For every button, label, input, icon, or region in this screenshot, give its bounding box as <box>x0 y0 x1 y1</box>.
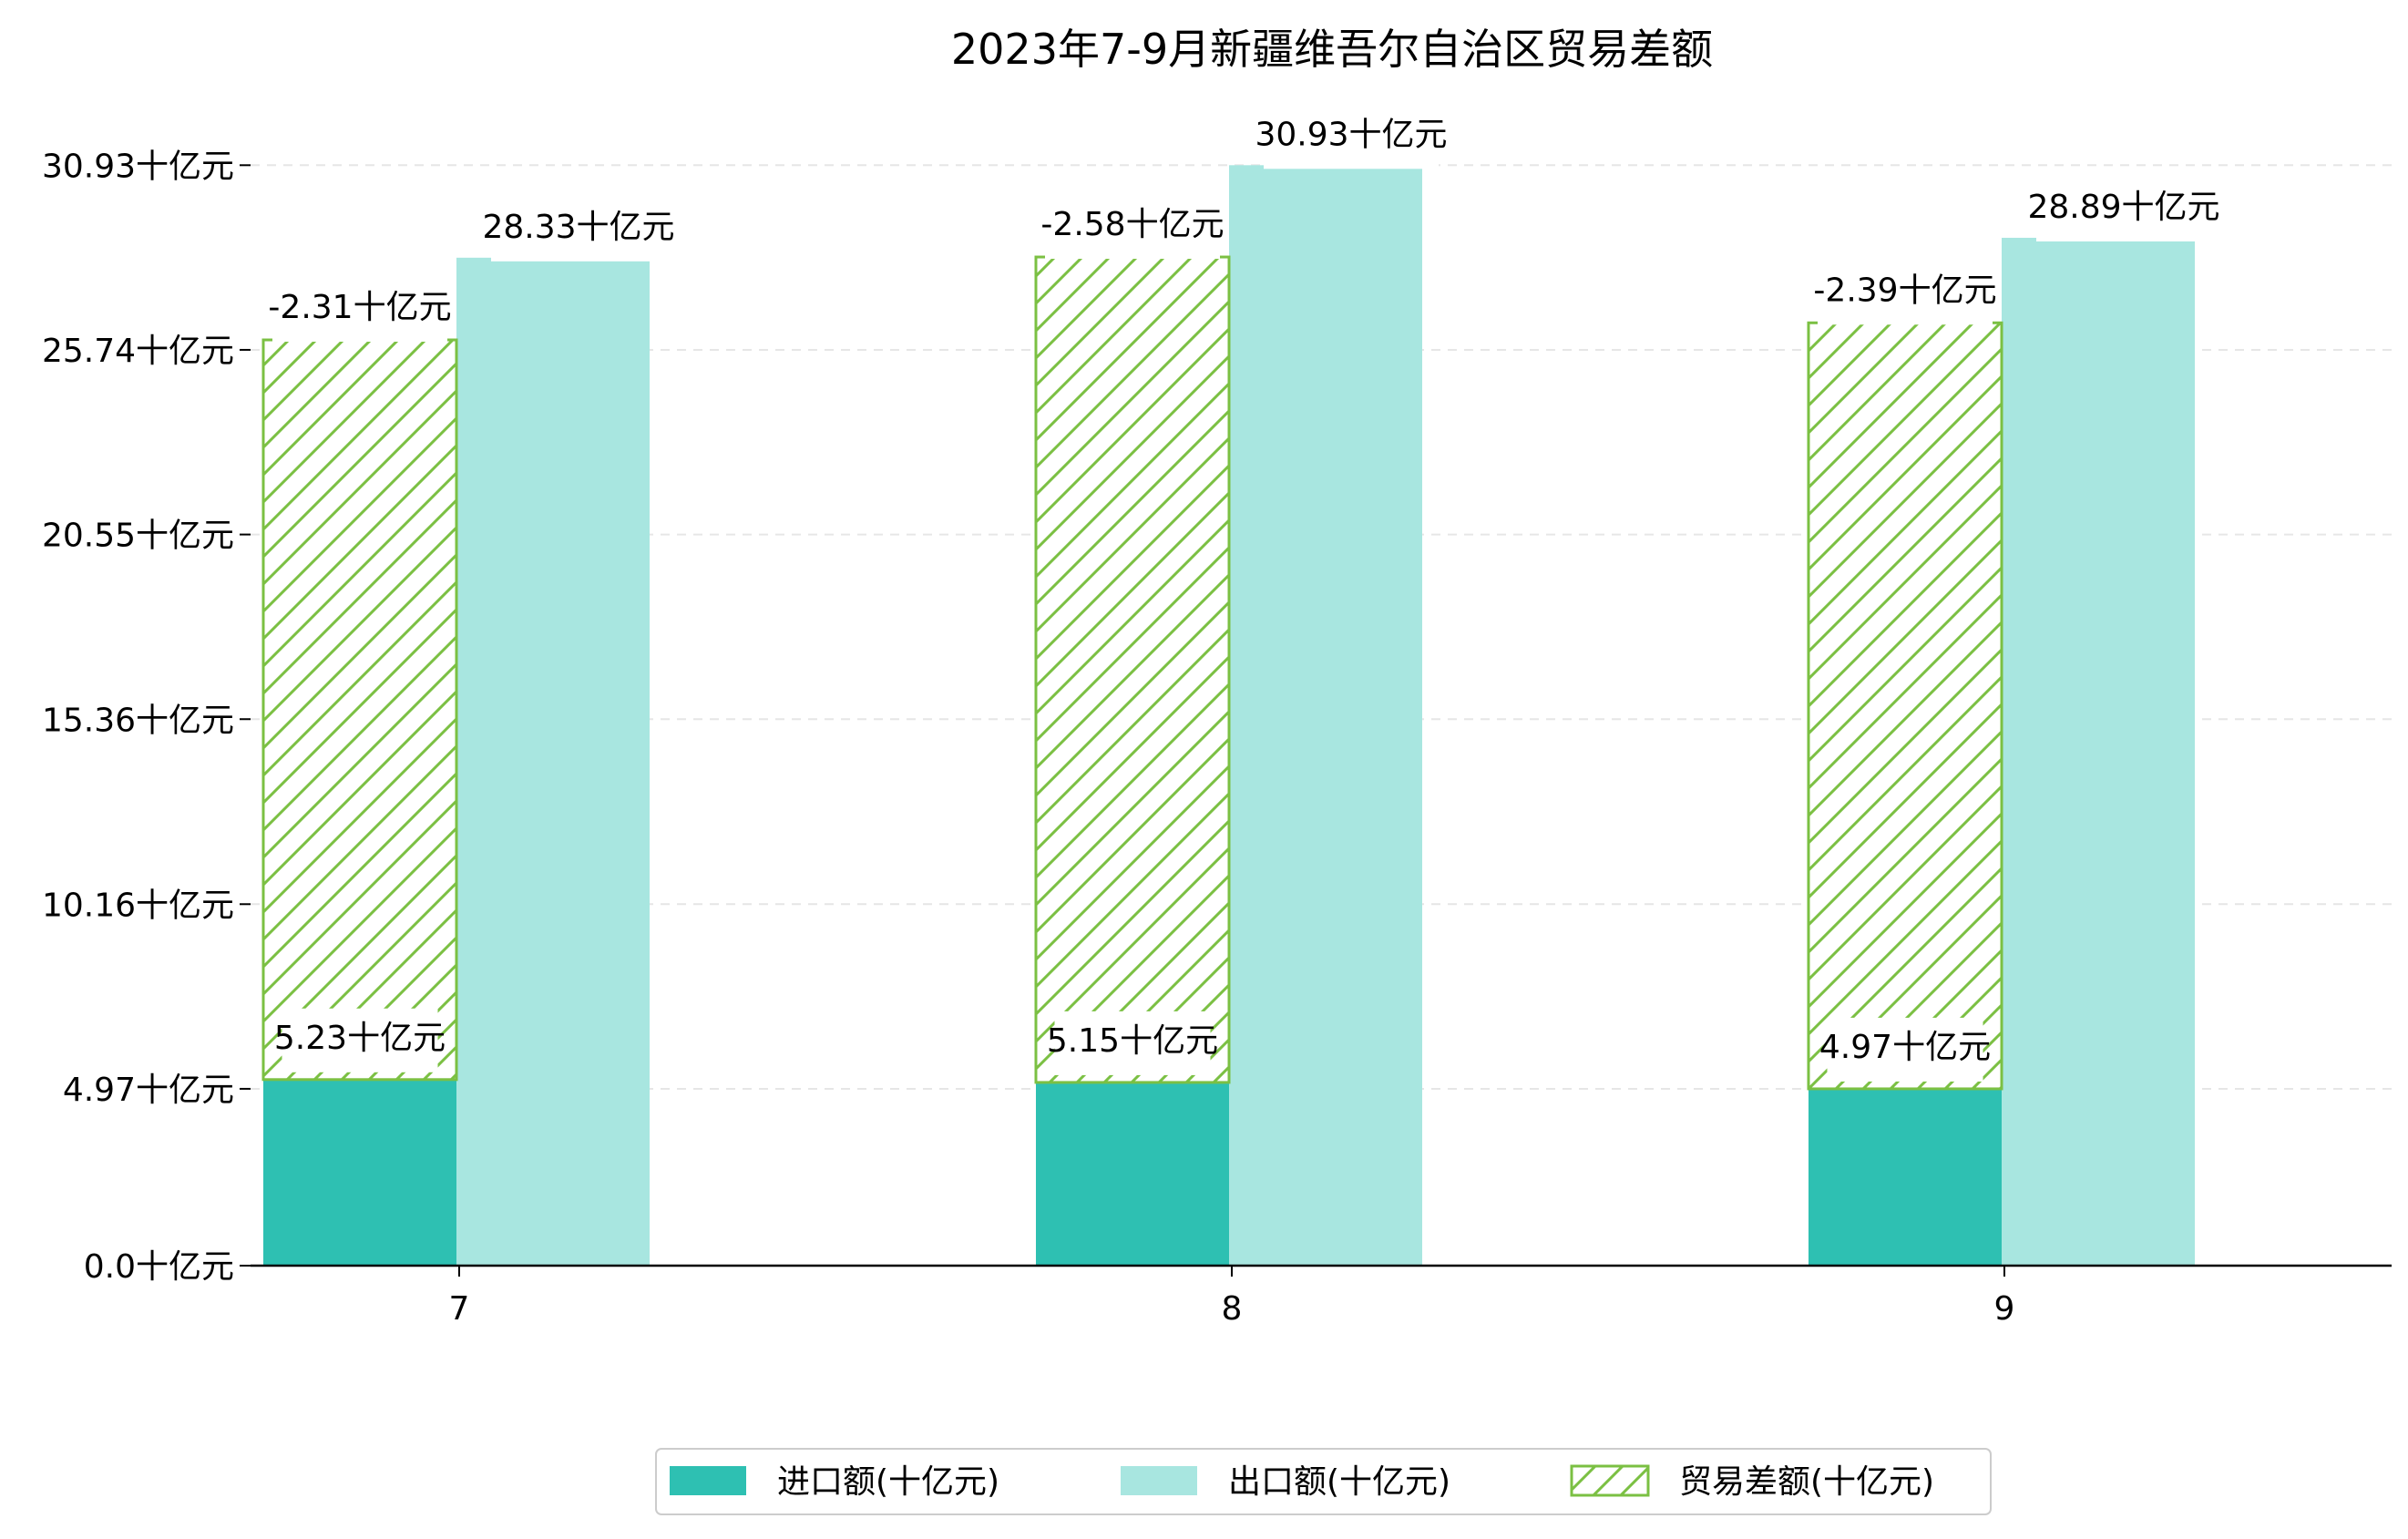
y-tick-label: 15.36十亿元 <box>42 702 234 739</box>
chart-title: 2023年7-9月新疆维吾尔自治区贸易差额 <box>951 25 1713 74</box>
import-value-label: 4.97十亿元 <box>1819 1017 1991 1082</box>
data-label-background <box>1054 1011 1211 1075</box>
data-label: 30.93十亿元 <box>1255 116 1447 153</box>
data-label-background <box>1827 1017 1983 1082</box>
export-value-label: 28.33十亿元 <box>482 197 675 262</box>
data-label-background <box>1045 195 1220 260</box>
import-value-label: 5.15十亿元 <box>1047 1011 1218 1075</box>
x-tick-label: 9 <box>1994 1290 2015 1328</box>
data-label-background <box>1818 261 1993 325</box>
axes: 0.0十亿元 4.97十亿元 10.16十亿元 15.36十亿元 20.55十亿元 25.… <box>42 148 2392 1328</box>
legend-item: 贸易差额(十亿元) <box>1570 1463 1934 1501</box>
data-label: 5.23十亿元 <box>274 1020 446 1057</box>
data-label: 4.97十亿元 <box>1819 1029 1991 1066</box>
data-label-background <box>282 1008 438 1072</box>
y-tick-label: 25.74十亿元 <box>42 333 234 370</box>
x-tick-label: 8 <box>1222 1290 1243 1328</box>
export-bar <box>2002 237 2195 1267</box>
legend-label: 出口额(十亿元) <box>1228 1463 1450 1501</box>
trade-balance-bar <box>261 338 458 1082</box>
trade-balance-bar <box>1807 321 2003 1091</box>
legend-swatch <box>1121 1466 1197 1495</box>
data-label: 5.15十亿元 <box>1047 1022 1218 1060</box>
y-tick-label: 0.0十亿元 <box>84 1248 234 1286</box>
y-tick-label: 20.55十亿元 <box>42 518 234 555</box>
data-label-background <box>2036 177 2211 241</box>
import-bar <box>1809 1088 2002 1266</box>
data-label: -2.31十亿元 <box>268 289 451 326</box>
y-tick-label: 30.93十亿元 <box>42 148 234 185</box>
y-tick-label: 4.97十亿元 <box>63 1072 234 1109</box>
import-bar <box>1036 1082 1229 1266</box>
data-label: 28.89十亿元 <box>2027 189 2219 226</box>
x-tick-label: 7 <box>449 1290 470 1328</box>
legend: 进口额(十亿元) 出口额(十亿元) 贸易差额(十亿元) <box>655 1448 1992 1515</box>
import-value-label: 5.23十亿元 <box>274 1008 446 1072</box>
data-label: -2.39十亿元 <box>1813 272 1996 309</box>
trade-balance-value-label: -2.58十亿元 <box>1040 195 1224 260</box>
data-label-background <box>1264 105 1439 169</box>
trade-balance-value-label: -2.31十亿元 <box>268 278 452 343</box>
export-value-label: 28.89十亿元 <box>2027 177 2220 241</box>
legend-item: 进口额(十亿元) <box>670 1463 999 1501</box>
legend-swatch <box>1570 1464 1650 1497</box>
data-label: 28.33十亿元 <box>482 209 674 246</box>
y-tick-label: 10.16十亿元 <box>42 887 234 924</box>
legend-swatch <box>670 1466 746 1495</box>
export-value-label: 30.93十亿元 <box>1255 105 1448 169</box>
export-bar <box>456 257 650 1266</box>
legend-item: 出口额(十亿元) <box>1121 1463 1450 1501</box>
data-label-background <box>491 197 666 262</box>
legend-label: 进口额(十亿元) <box>777 1463 999 1501</box>
export-bar <box>1229 165 1422 1266</box>
legend-label: 贸易差额(十亿元) <box>1679 1463 1934 1501</box>
bars <box>261 165 2195 1267</box>
trade-balance-bar <box>1034 255 1231 1084</box>
data-labels: 28.33十亿元 -2.31十亿元 5.23十亿元 30.93十亿元 -2.58十亿元 5… <box>268 105 2220 1082</box>
data-label: -2.58十亿元 <box>1040 206 1224 243</box>
legend-frame <box>655 1448 1992 1515</box>
trade-balance-value-label: -2.39十亿元 <box>1813 261 1997 325</box>
import-bar <box>263 1079 456 1266</box>
data-label-background <box>272 278 447 343</box>
